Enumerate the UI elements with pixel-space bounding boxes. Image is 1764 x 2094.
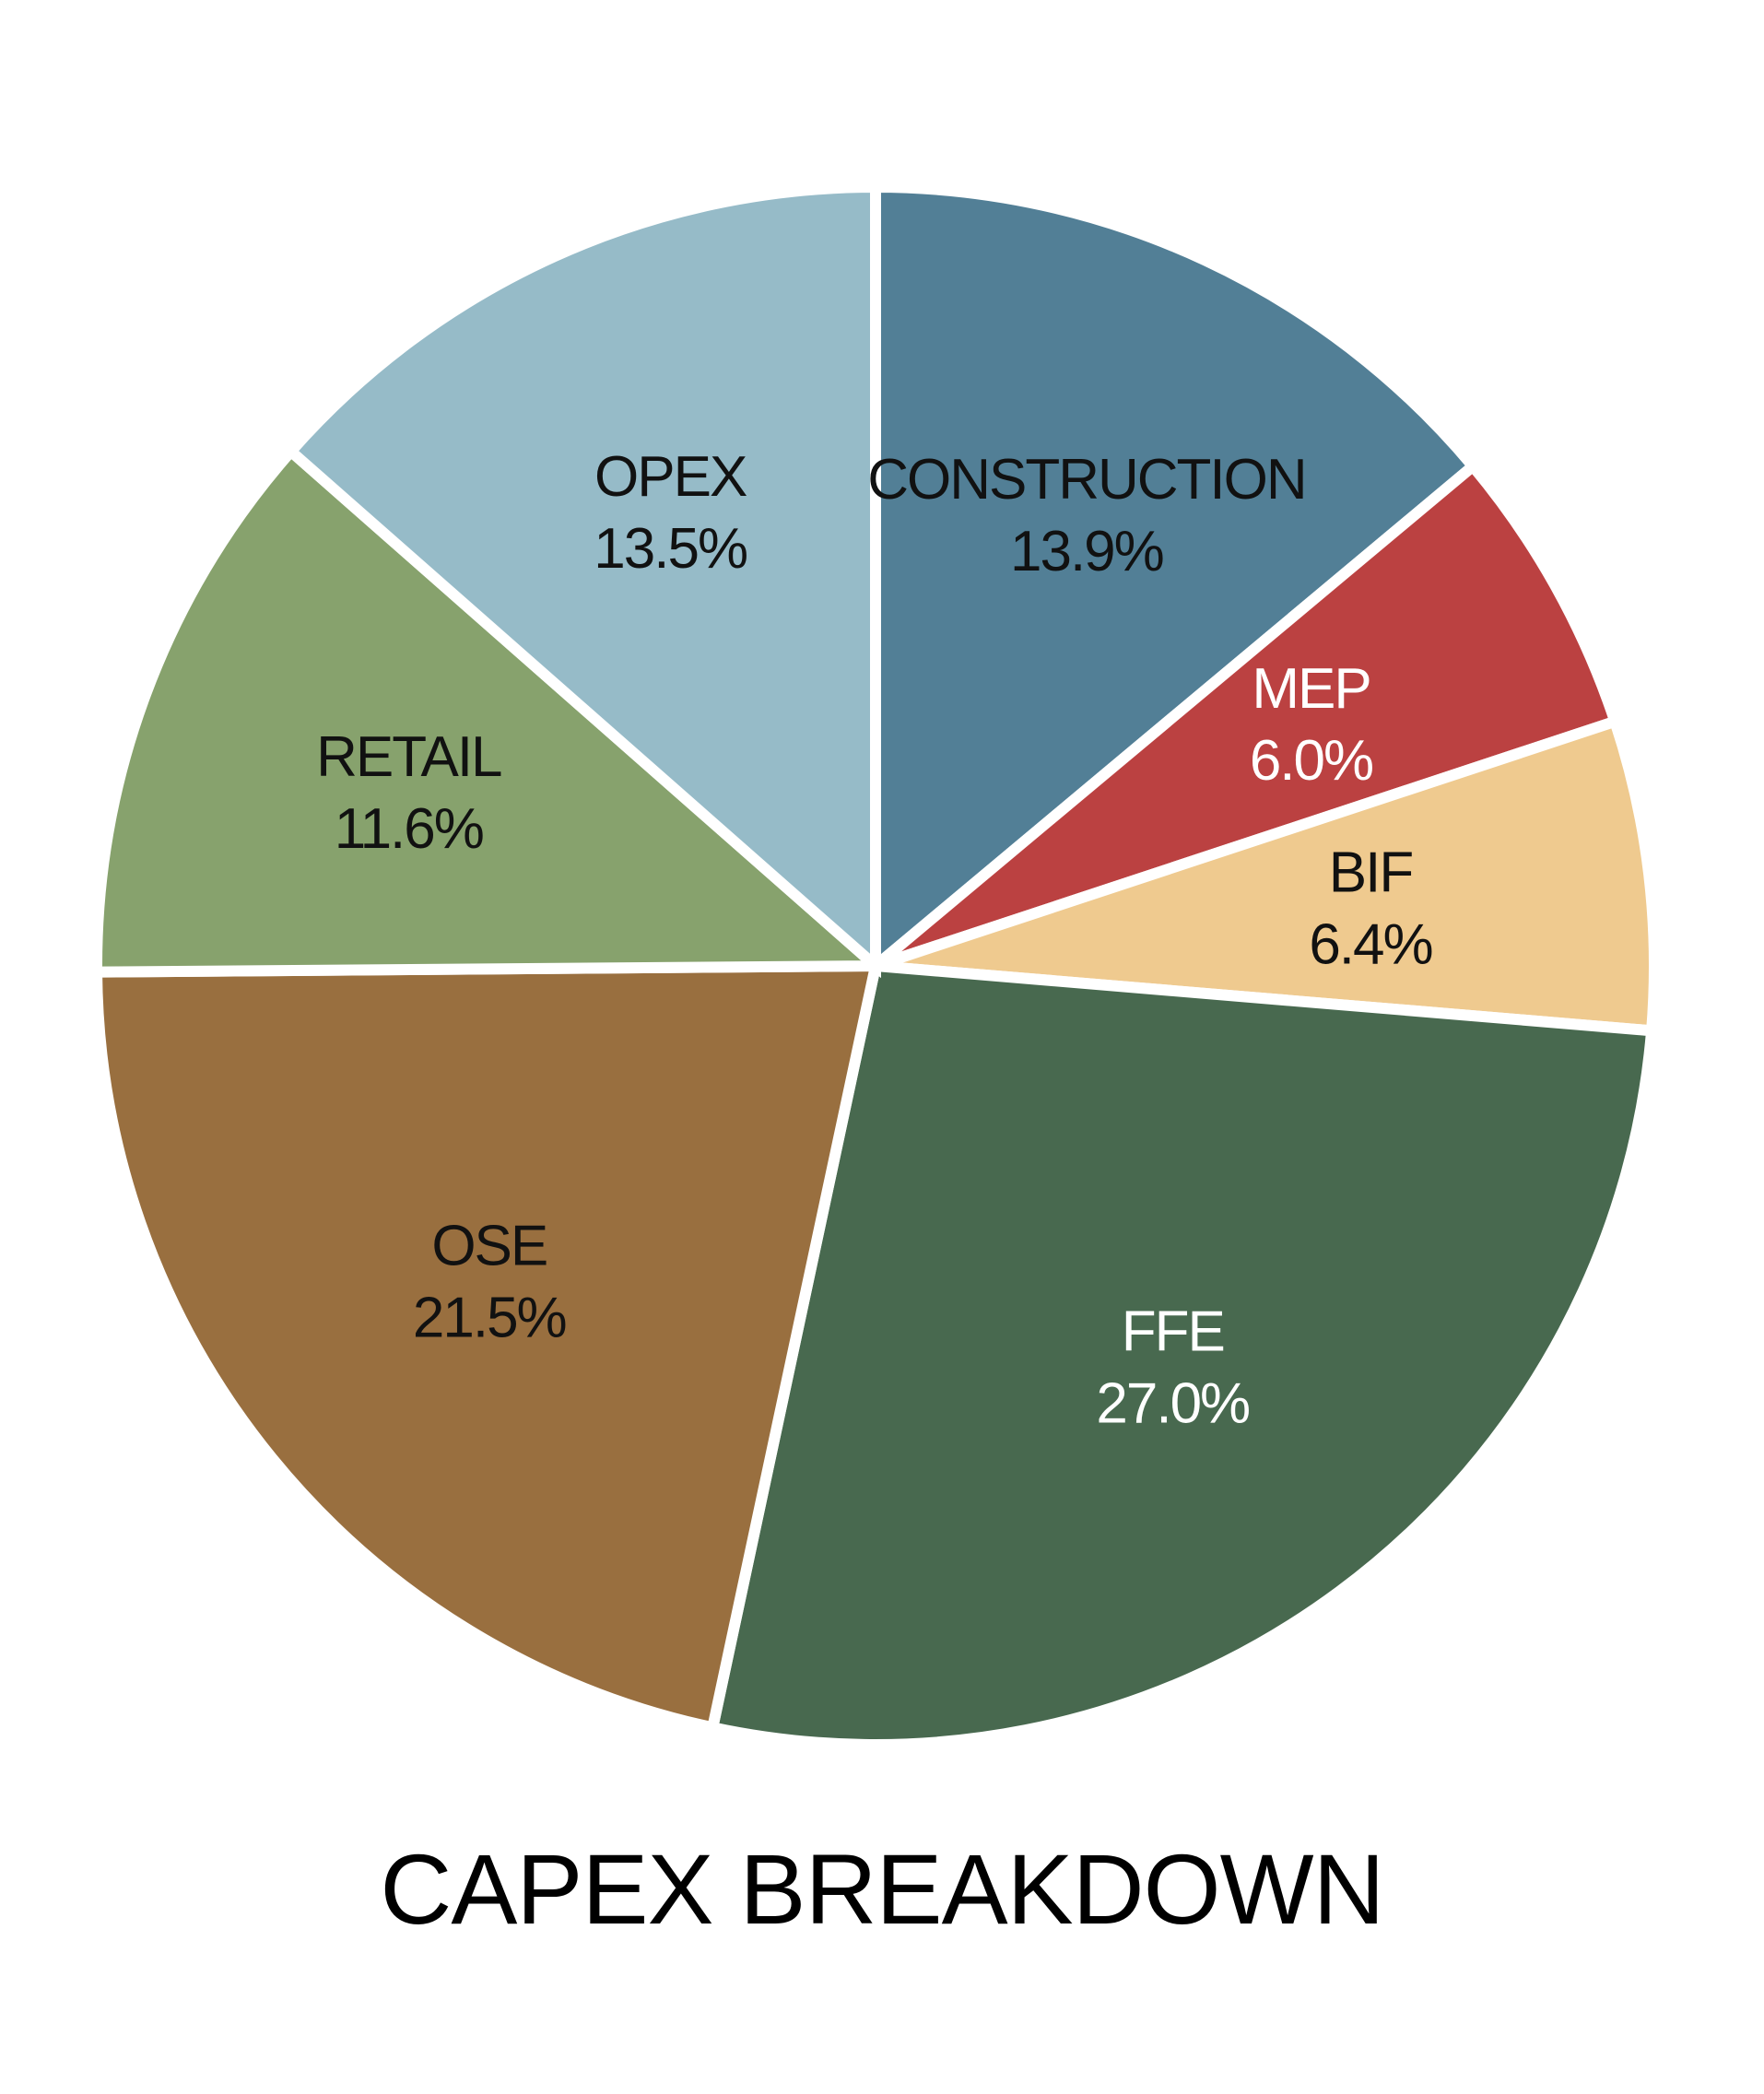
pie-slice-construction: [870, 181, 1481, 978]
slice-label-opex: OPEX: [594, 445, 747, 509]
slice-label-ffe: FFE: [1122, 1300, 1224, 1363]
slice-label-mep: MEP: [1252, 657, 1370, 721]
slice-value-ffe: 27.0%: [1096, 1371, 1249, 1435]
pie-slice-mep: [872, 458, 1622, 971]
pie-slice-opex: [283, 181, 881, 979]
slice-value-ose: 21.5%: [413, 1287, 566, 1350]
slice-label-construction: CONSTRUCTION: [867, 448, 1305, 512]
slice-label-ose: OSE: [431, 1215, 547, 1278]
slice-label-retail: RETAIL: [316, 725, 501, 789]
pie-labels: CONSTRUCTION 13.9% MEP 6.0% BIF 6.4% FFE 27.0% O…: [316, 445, 1434, 1435]
pie-slices: [90, 181, 1660, 1750]
pie-slice-bif: [874, 714, 1660, 1037]
slice-value-opex: 13.5%: [594, 517, 747, 581]
pie-slice-retail: [91, 443, 890, 978]
slice-value-retail: 11.6%: [335, 797, 483, 861]
slice-value-construction: 13.9%: [1010, 520, 1163, 583]
slice-value-bif: 6.4%: [1309, 912, 1431, 976]
pie-slice-ffe: [706, 959, 1658, 1750]
pie-slice-ose: [90, 959, 883, 1735]
chart-title: CAPEX BREAKDOWN: [380, 1833, 1384, 1945]
slice-value-mep: 6.0%: [1250, 729, 1372, 793]
slice-label-bif: BIF: [1329, 841, 1413, 904]
